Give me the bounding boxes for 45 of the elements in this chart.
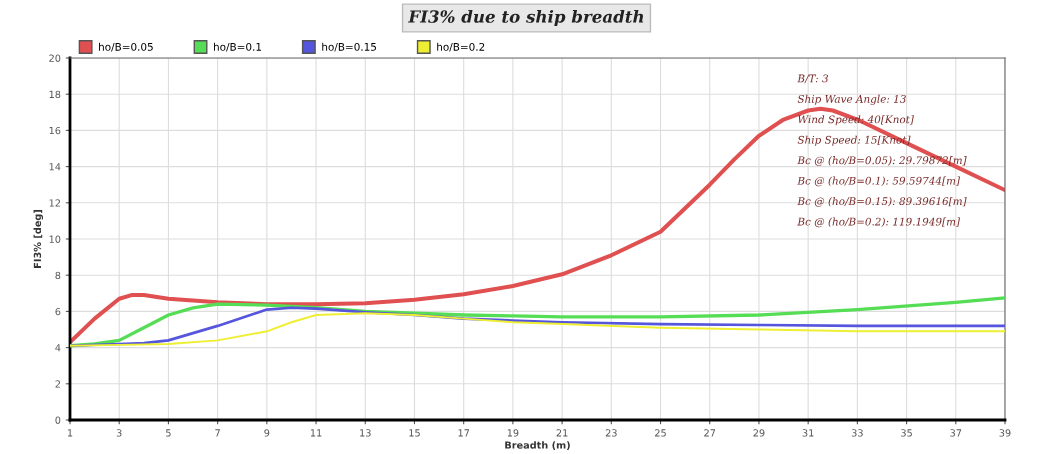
x-tick-label: 19 [507,429,519,437]
x-tick-label: 5 [166,429,171,437]
x-tick-label: 15 [409,429,420,437]
x-tick-label: 21 [556,429,568,437]
x-tick-label: 29 [753,429,765,437]
y-tick-label: 12 [49,199,60,207]
annotation: Ship Wave Angle: 13 [797,94,906,105]
annotation: Bc @ (ho/B=0.2): 119.1949[m] [797,217,961,228]
x-tick-label: 25 [655,429,666,437]
y-tick-label: 8 [55,271,61,280]
y-tick-label: 20 [49,54,61,62]
annotation: B/T: 3 [797,74,828,84]
y-tick-label: 2 [55,380,60,388]
x-axis-title: Breadth (m) [505,441,570,450]
legend-label: ho/B=0.05 [99,42,153,52]
x-tick-label: 17 [458,429,470,437]
x-tick-label: 7 [215,429,220,437]
y-tick-label: 10 [49,235,61,243]
y-tick-label: 6 [55,307,61,316]
line-series [70,106,1005,345]
x-tick-label: 39 [999,429,1011,437]
annotation: Bc @ (ho/B=0.1): 59.59744[m] [797,176,961,187]
y-tick-label: 14 [49,163,61,171]
legend-label: ho/B=0.15 [322,42,376,52]
chart-title: FI3% due to ship breadth [407,9,644,27]
x-tick-label: 13 [360,429,371,437]
y-tick-label: 0 [55,416,61,424]
x-tick-label: 27 [704,429,716,437]
line-series [70,312,1005,347]
y-tick-label: 4 [55,344,61,352]
x-tick-label: 35 [901,429,912,437]
x-tick-label: 31 [802,429,814,437]
legend-label: ho/B=0.2 [437,42,485,52]
x-tick-label: 37 [950,429,962,437]
legend-label: ho/B=0.1 [214,42,262,52]
y-tick-label: 16 [49,126,61,135]
x-tick-label: 23 [605,429,617,437]
x-tick-label: 3 [116,429,122,437]
x-tick-label: 33 [851,429,863,437]
y-axis-title: FI3% [deg] [33,210,44,268]
x-tick-label: 11 [310,429,322,437]
annotation: Bc @ (ho/B=0.15): 89.39616[m] [797,197,967,207]
y-tick-label: 18 [49,90,61,99]
x-tick-label: 9 [264,429,270,437]
x-tick-label: 1 [67,429,73,437]
